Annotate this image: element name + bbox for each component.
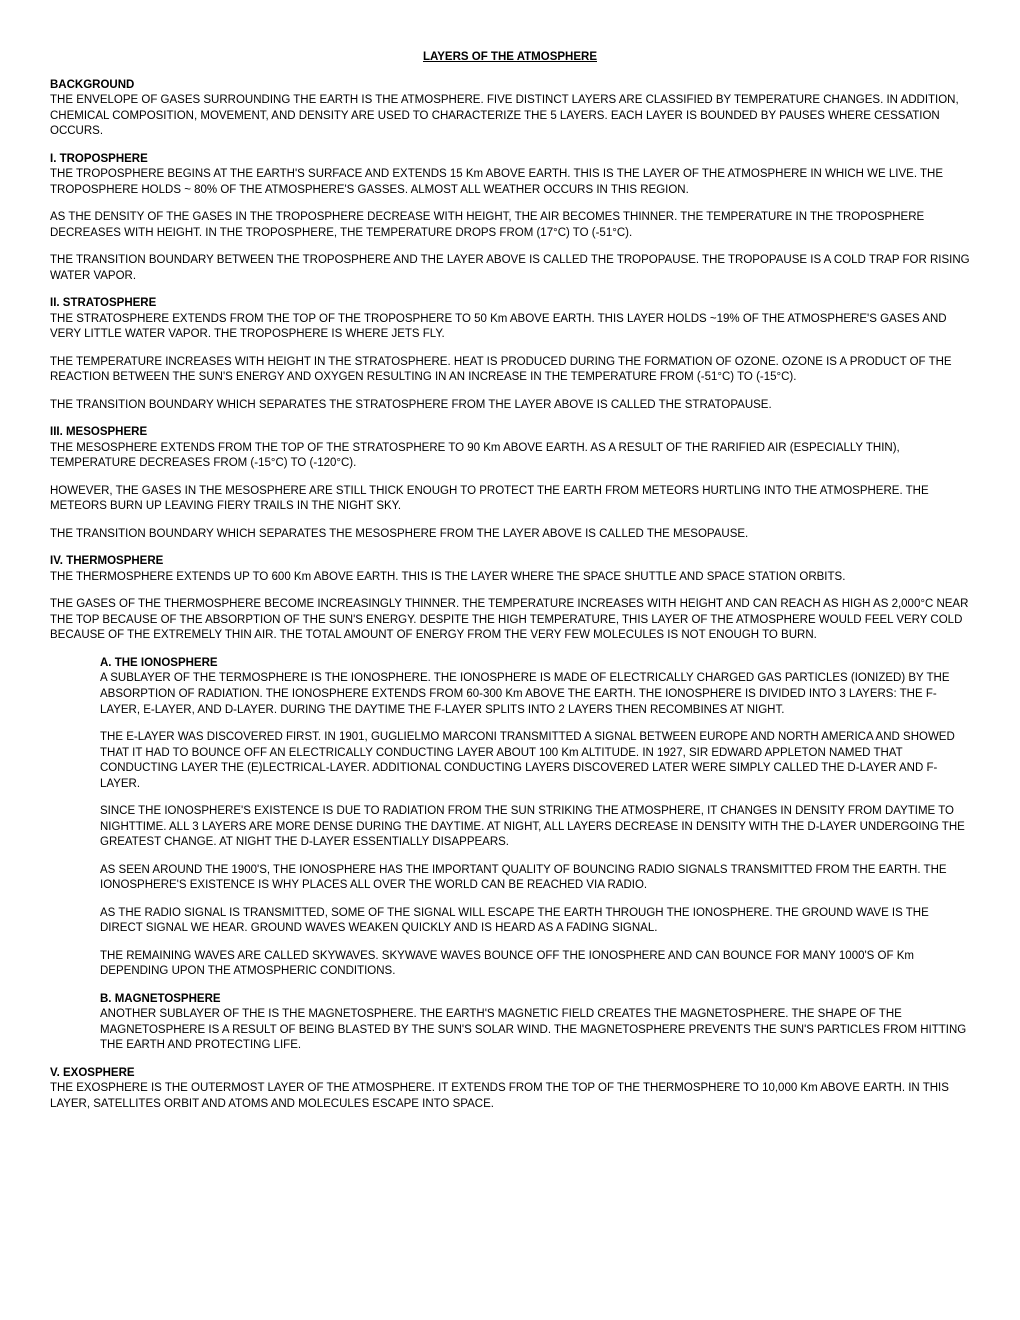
thermosphere-p1: THE THERMOSPHERE EXTENDS UP TO 600 Km AB… xyxy=(50,570,970,586)
stratosphere-p1: THE STRATOSPHERE EXTENDS FROM THE TOP OF… xyxy=(50,312,970,343)
background-p1: THE ENVELOPE OF GASES SURROUNDING THE EA… xyxy=(50,93,970,140)
ionosphere-p3: SINCE THE IONOSPHERE'S EXISTENCE IS DUE … xyxy=(100,804,970,851)
ionosphere-p6: THE REMAINING WAVES ARE CALLED SKYWAVES.… xyxy=(100,949,970,980)
mesosphere-heading: III. MESOSPHERE xyxy=(50,425,970,441)
troposphere-heading: I. TROPOSPHERE xyxy=(50,152,970,168)
ionosphere-p1: A SUBLAYER OF THE TERMOSPHERE IS THE ION… xyxy=(100,671,970,718)
troposphere-p2: AS THE DENSITY OF THE GASES IN THE TROPO… xyxy=(50,210,970,241)
stratosphere-p2: THE TEMPERATURE INCREASES WITH HEIGHT IN… xyxy=(50,355,970,386)
troposphere-p1: THE TROPOSPHERE BEGINS AT THE EARTH'S SU… xyxy=(50,167,970,198)
background-heading: BACKGROUND xyxy=(50,78,970,94)
ionosphere-p4: AS SEEN AROUND THE 1900'S, THE IONOSPHER… xyxy=(100,863,970,894)
exosphere-p1: THE EXOSPHERE IS THE OUTERMOST LAYER OF … xyxy=(50,1081,970,1112)
troposphere-p3: THE TRANSITION BOUNDARY BETWEEN THE TROP… xyxy=(50,253,970,284)
stratosphere-heading: II. STRATOSPHERE xyxy=(50,296,970,312)
thermosphere-heading: IV. THERMOSPHERE xyxy=(50,554,970,570)
magnetosphere-p1: ANOTHER SUBLAYER OF THE IS THE MAGNETOSP… xyxy=(100,1007,970,1054)
mesosphere-p2: HOWEVER, THE GASES IN THE MESOSPHERE ARE… xyxy=(50,484,970,515)
ionosphere-p5: AS THE RADIO SIGNAL IS TRANSMITTED, SOME… xyxy=(100,906,970,937)
magnetosphere-heading: B. MAGNETOSPHERE xyxy=(100,992,970,1008)
ionosphere-p2: THE E-LAYER WAS DISCOVERED FIRST. IN 190… xyxy=(100,730,970,792)
stratosphere-p3: THE TRANSITION BOUNDARY WHICH SEPARATES … xyxy=(50,398,970,414)
ionosphere-heading: A. THE IONOSPHERE xyxy=(100,656,970,672)
exosphere-heading: V. EXOSPHERE xyxy=(50,1066,970,1082)
mesosphere-p3: THE TRANSITION BOUNDARY WHICH SEPARATES … xyxy=(50,527,970,543)
thermosphere-p2: THE GASES OF THE THERMOSPHERE BECOME INC… xyxy=(50,597,970,644)
mesosphere-p1: THE MESOSPHERE EXTENDS FROM THE TOP OF T… xyxy=(50,441,970,472)
document-title: LAYERS OF THE ATMOSPHERE xyxy=(50,50,970,66)
